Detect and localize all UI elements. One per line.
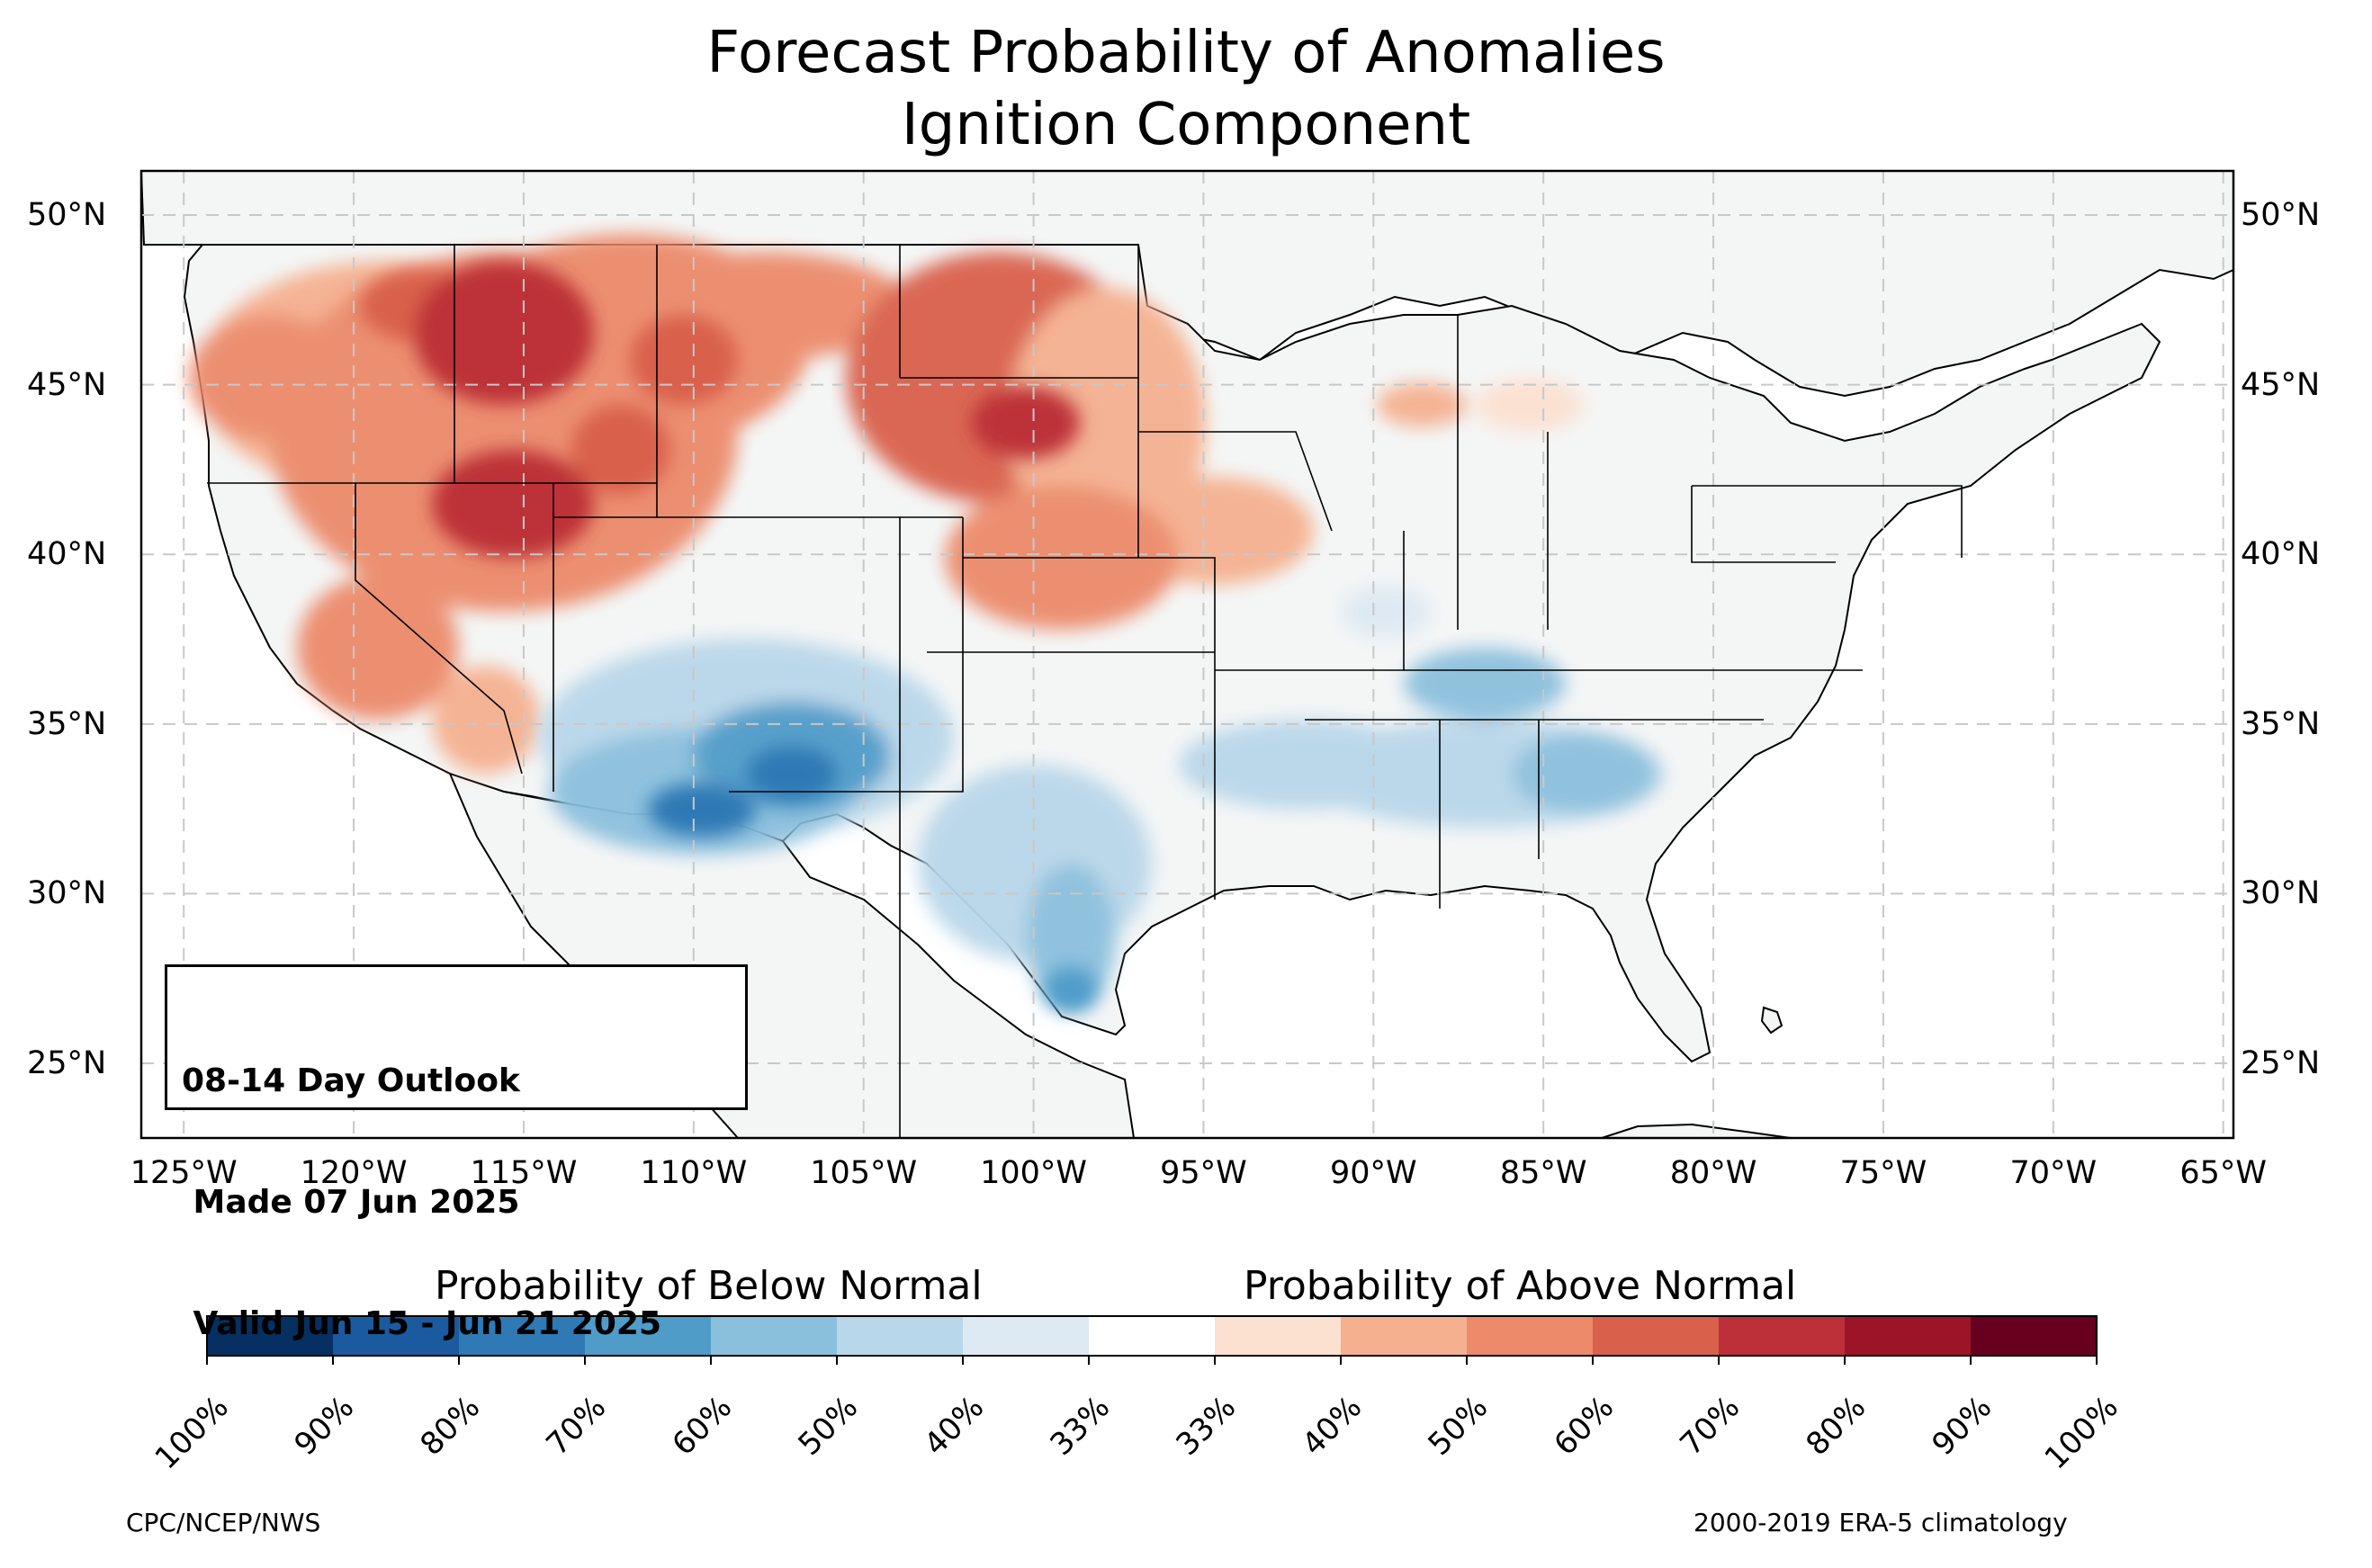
bahamas-land [1760, 1006, 1783, 1035]
cuba-land [1601, 1123, 1792, 1138]
outlook-made-date: Made 07 Jun 2025 [182, 1184, 520, 1221]
colorbar-segment [585, 1316, 712, 1356]
colorbar-segment [1341, 1316, 1468, 1356]
colorbar-segment [1845, 1316, 1972, 1356]
colorbar-segment [837, 1316, 964, 1356]
canada-land [141, 171, 2233, 398]
longitude-label: 110°W [640, 1155, 748, 1191]
footer-climatology: 2000-2019 ERA-5 climatology [1694, 1508, 2068, 1537]
outlook-valid-range: Valid Jun 15 - Jun 21 2025 [182, 1305, 662, 1342]
colorbar-segment [963, 1316, 1090, 1356]
latitude-label: 45°N [27, 366, 107, 403]
longitude-label: 95°W [1160, 1155, 1247, 1191]
longitude-label: 105°W [810, 1155, 918, 1191]
chart-subtitle: Ignition Component [901, 92, 1471, 158]
longitude-label: 120°W [300, 1155, 408, 1191]
colorbar-segment [1089, 1316, 1216, 1356]
longitude-label: 115°W [470, 1155, 578, 1191]
colorbar-border [206, 1315, 2098, 1357]
colorbar-segment [1215, 1316, 1342, 1356]
colorbar-segment [207, 1316, 334, 1356]
latitude-label: 35°N [27, 705, 107, 742]
latitude-label: 50°N [27, 197, 107, 234]
longitude-label: 70°W [2009, 1155, 2098, 1191]
footer-source: CPC/NCEP/NWS [126, 1508, 321, 1537]
latitude-label: 40°N [27, 536, 107, 573]
colorbar-segment [711, 1316, 838, 1356]
colorbar [206, 1315, 2098, 1365]
latitude-label: 45°N [2241, 366, 2321, 403]
longitude-label: 90°W [1329, 1155, 1417, 1191]
below-normal-heading: Probability of Below Normal [435, 1263, 983, 1309]
above-normal-heading: Probability of Above Normal [1244, 1263, 1797, 1309]
colorbar-segment [1593, 1316, 1720, 1356]
longitude-label: 65°W [2179, 1155, 2267, 1191]
latitude-label: 25°N [2241, 1045, 2321, 1082]
latitude-label: 50°N [2241, 197, 2321, 234]
latitude-label: 30°N [27, 875, 107, 912]
longitude-label: 100°W [980, 1155, 1088, 1191]
colorbar-segment [1467, 1316, 1594, 1356]
colorbar-segment [1971, 1316, 2098, 1356]
outlook-info-box: 08-14 Day Outlook Made 07 Jun 2025 Valid… [165, 964, 748, 1342]
outlook-period: 08-14 Day Outlook [182, 1062, 520, 1099]
longitude-label: 80°W [1669, 1155, 1757, 1191]
state-boundaries [207, 245, 1963, 1138]
longitude-label: 125°W [130, 1155, 238, 1191]
longitude-label: 75°W [1839, 1155, 1927, 1191]
colorbar-segment [459, 1316, 586, 1356]
chart-title: Forecast Probability of Anomalies [706, 20, 1666, 86]
map-frame [139, 169, 2235, 1140]
colorbar-segment [1719, 1316, 1846, 1356]
below-normal-cores [648, 747, 1098, 1012]
above-normal-cores [360, 261, 1080, 558]
latitude-label: 30°N [2241, 875, 2321, 912]
longitude-label: 85°W [1499, 1155, 1587, 1191]
below-normal-areas [540, 585, 1665, 1008]
latitude-label: 25°N [27, 1045, 107, 1082]
latitude-label: 35°N [2241, 705, 2321, 742]
latitude-label: 40°N [2241, 536, 2321, 573]
colorbar-segment [333, 1316, 460, 1356]
